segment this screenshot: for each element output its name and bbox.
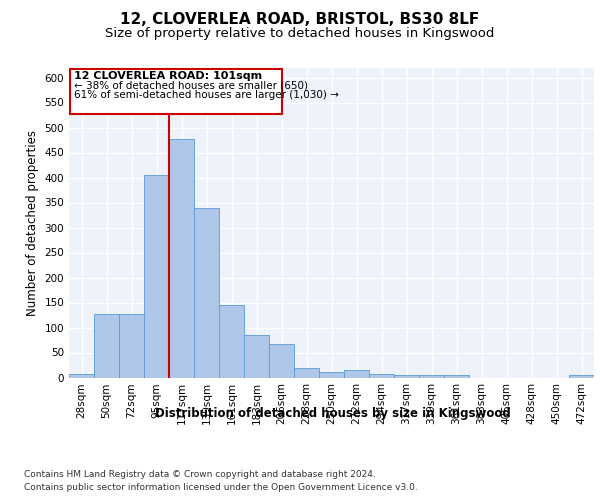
Bar: [444, 375, 469, 378]
Bar: [369, 374, 394, 378]
Bar: [319, 372, 344, 378]
Bar: [119, 314, 144, 378]
Text: ← 38% of detached houses are smaller (650): ← 38% of detached houses are smaller (65…: [74, 80, 308, 90]
Bar: [294, 368, 319, 378]
Bar: [69, 374, 94, 378]
Bar: [269, 344, 294, 378]
Text: Contains public sector information licensed under the Open Government Licence v3: Contains public sector information licen…: [24, 482, 418, 492]
Bar: [169, 138, 194, 378]
Bar: [219, 305, 244, 378]
Bar: [94, 314, 119, 378]
Text: 12, CLOVERLEA ROAD, BRISTOL, BS30 8LF: 12, CLOVERLEA ROAD, BRISTOL, BS30 8LF: [121, 12, 479, 28]
Bar: [394, 375, 419, 378]
Bar: [144, 175, 169, 378]
Text: Size of property relative to detached houses in Kingswood: Size of property relative to detached ho…: [106, 28, 494, 40]
Bar: [419, 375, 444, 378]
FancyBboxPatch shape: [70, 68, 281, 114]
Y-axis label: Number of detached properties: Number of detached properties: [26, 130, 39, 316]
Text: 12 CLOVERLEA ROAD: 101sqm: 12 CLOVERLEA ROAD: 101sqm: [74, 71, 262, 81]
Text: Distribution of detached houses by size in Kingswood: Distribution of detached houses by size …: [155, 408, 511, 420]
Bar: [344, 370, 369, 378]
Bar: [244, 335, 269, 378]
Text: 61% of semi-detached houses are larger (1,030) →: 61% of semi-detached houses are larger (…: [74, 90, 339, 100]
Text: Contains HM Land Registry data © Crown copyright and database right 2024.: Contains HM Land Registry data © Crown c…: [24, 470, 376, 479]
Bar: [569, 375, 594, 378]
Bar: [194, 208, 219, 378]
